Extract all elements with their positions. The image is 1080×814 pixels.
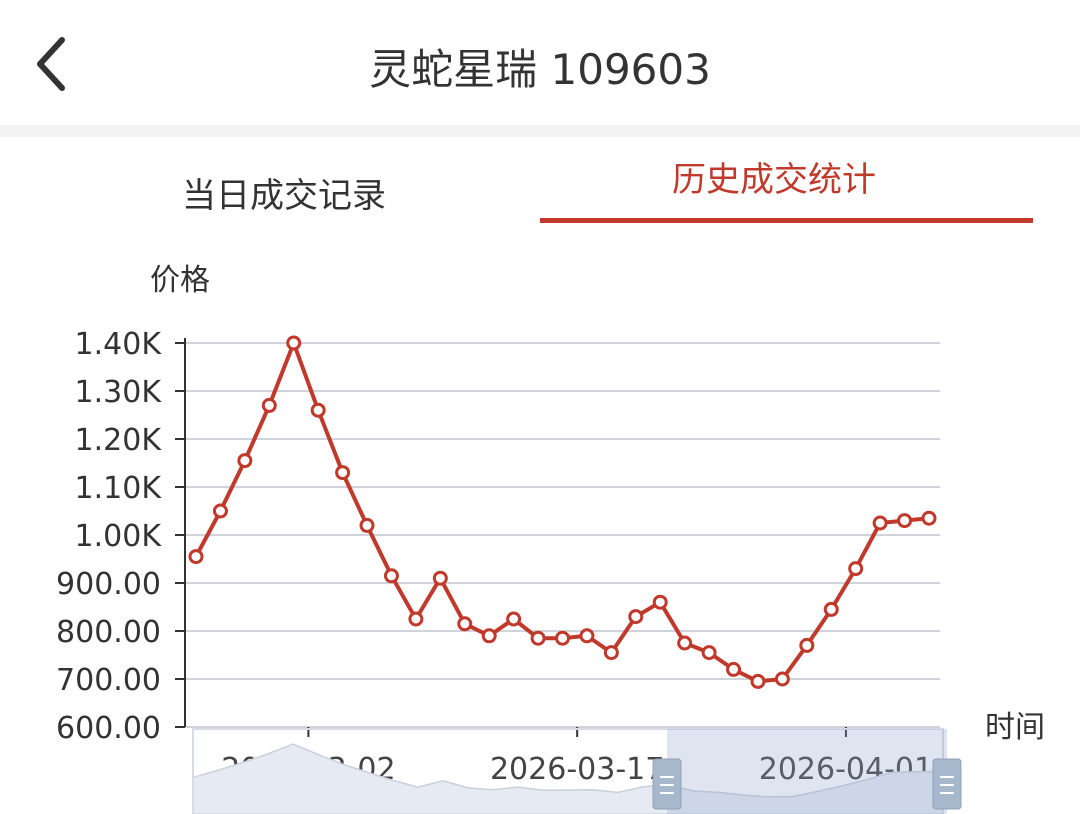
header-divider: [0, 125, 1080, 137]
active-tab-indicator: [540, 218, 1033, 223]
y-tick-label: 1.30K: [75, 375, 163, 410]
data-point[interactable]: [872, 515, 888, 531]
x-axis-label: 时间: [985, 710, 1045, 745]
y-tick-label: 900.00: [56, 567, 161, 602]
tab-history-stats-label: 历史成交统计: [672, 160, 876, 200]
data-point[interactable]: [261, 397, 277, 413]
data-point[interactable]: [652, 594, 668, 610]
data-point[interactable]: [603, 645, 619, 661]
y-tick-label: 1.40K: [75, 327, 163, 362]
data-point[interactable]: [579, 628, 595, 644]
page-title: 灵蛇星瑞 109603: [369, 45, 711, 94]
data-point[interactable]: [799, 637, 815, 653]
price-line-chart: 600.00 700.00 800.00 900.00 1.00K 1.10K 1.20K 1…: [56, 263, 1045, 814]
data-point[interactable]: [359, 517, 375, 533]
data-point[interactable]: [726, 661, 742, 677]
y-tick-label: 1.00K: [75, 519, 163, 554]
data-point[interactable]: [310, 402, 326, 418]
y-tick-label: 1.10K: [75, 471, 163, 506]
data-point[interactable]: [457, 616, 473, 632]
header-bar: 灵蛇星瑞 109603: [0, 0, 1080, 125]
data-point[interactable]: [335, 465, 351, 481]
data-point[interactable]: [555, 630, 570, 646]
data-point[interactable]: [530, 630, 546, 646]
data-point[interactable]: [408, 611, 424, 627]
x-tick-label: 2026-03-17: [490, 752, 664, 787]
data-point[interactable]: [212, 503, 228, 519]
data-point[interactable]: [383, 568, 399, 584]
data-point[interactable]: [481, 628, 497, 644]
data-point[interactable]: [921, 510, 937, 526]
data-point[interactable]: [701, 645, 717, 661]
y-tick-label: 700.00: [56, 663, 161, 698]
data-point[interactable]: [848, 561, 864, 577]
zoom-slider-preview: [192, 743, 944, 814]
back-icon[interactable]: [30, 28, 80, 98]
data-point[interactable]: [237, 453, 253, 469]
tab-daily-records-label: 当日成交记录: [182, 176, 386, 216]
data-point[interactable]: [628, 609, 644, 625]
data-point[interactable]: [774, 671, 790, 687]
data-point[interactable]: [188, 549, 204, 565]
y-tick-label: 600.00: [56, 711, 161, 746]
data-point[interactable]: [432, 570, 448, 586]
data-point[interactable]: [897, 513, 913, 529]
y-tick-label: 1.20K: [75, 423, 163, 458]
data-point[interactable]: [677, 635, 693, 651]
data-point[interactable]: [506, 611, 522, 627]
data-point[interactable]: [823, 601, 839, 617]
y-axis-label: 价格: [150, 263, 210, 298]
data-point[interactable]: [286, 335, 302, 351]
y-tick-label: 800.00: [56, 615, 161, 650]
zoom-slider-window[interactable]: [667, 729, 947, 814]
data-point[interactable]: [750, 673, 766, 689]
